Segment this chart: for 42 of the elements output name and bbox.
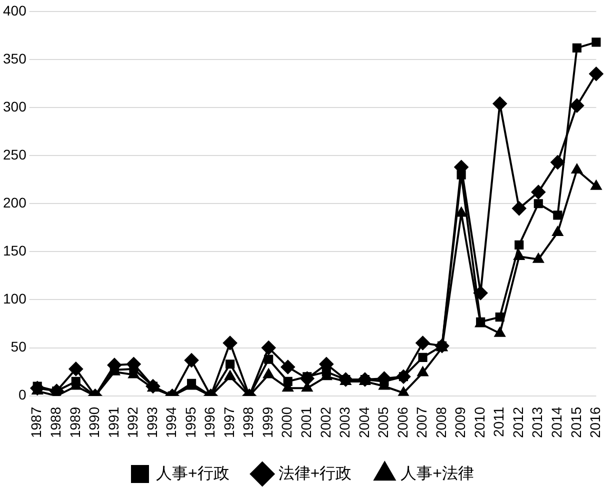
x-tick-label: 1998 bbox=[240, 406, 256, 438]
x-tick-label: 2005 bbox=[375, 406, 392, 438]
legend-label: 法律+行政 bbox=[278, 464, 352, 482]
legend-label: 人事+法律 bbox=[400, 464, 474, 482]
x-tick-label: 2008 bbox=[432, 406, 449, 438]
x-tick-label: 2009 bbox=[452, 406, 468, 438]
y-tick-label: 250 bbox=[3, 146, 27, 162]
y-tick-label: 400 bbox=[3, 2, 27, 18]
x-tick-label: 1995 bbox=[182, 406, 198, 438]
y-tick-label: 300 bbox=[3, 98, 27, 114]
x-tick-label: 2014 bbox=[548, 406, 565, 438]
x-tick-label: 2015 bbox=[568, 406, 584, 438]
y-tick-label: 100 bbox=[3, 290, 27, 307]
x-tick-label: 1993 bbox=[144, 406, 160, 438]
x-tick-label: 1994 bbox=[163, 406, 180, 438]
x-tick-label: 1992 bbox=[124, 406, 141, 438]
x-tick-label: 1990 bbox=[86, 406, 102, 438]
legend-label: 人事+行政 bbox=[156, 464, 230, 482]
x-tick-label: 2016 bbox=[587, 406, 604, 438]
x-tick-label: 1996 bbox=[202, 406, 218, 438]
x-tick-label: 1999 bbox=[259, 406, 276, 438]
x-tick-label: 2013 bbox=[529, 406, 546, 438]
x-tick-label: 2000 bbox=[278, 406, 295, 438]
x-tick-label: 2010 bbox=[471, 406, 488, 438]
x-tick-label: 2003 bbox=[336, 406, 353, 438]
x-tick-label: 1997 bbox=[220, 406, 237, 438]
x-tick-label: 2011 bbox=[490, 406, 507, 437]
y-tick-label: 350 bbox=[3, 50, 27, 66]
x-tick-label: 1989 bbox=[66, 406, 83, 438]
x-tick-label: 2012 bbox=[510, 406, 526, 438]
y-tick-label: 200 bbox=[3, 194, 27, 210]
y-tick-label: 50 bbox=[10, 338, 27, 355]
x-tick-label: 1991 bbox=[105, 406, 122, 438]
y-tick-label: 150 bbox=[3, 242, 27, 259]
x-tick-label: 1988 bbox=[47, 406, 64, 438]
x-tick-label: 1987 bbox=[28, 406, 44, 438]
x-tick-label: 2004 bbox=[356, 406, 372, 438]
x-tick-label: 2001 bbox=[298, 406, 314, 438]
y-tick-label: 0 bbox=[18, 386, 27, 403]
x-tick-label: 2006 bbox=[394, 406, 410, 438]
x-tick-label: 2002 bbox=[317, 406, 334, 438]
x-tick-label: 2007 bbox=[414, 406, 430, 438]
